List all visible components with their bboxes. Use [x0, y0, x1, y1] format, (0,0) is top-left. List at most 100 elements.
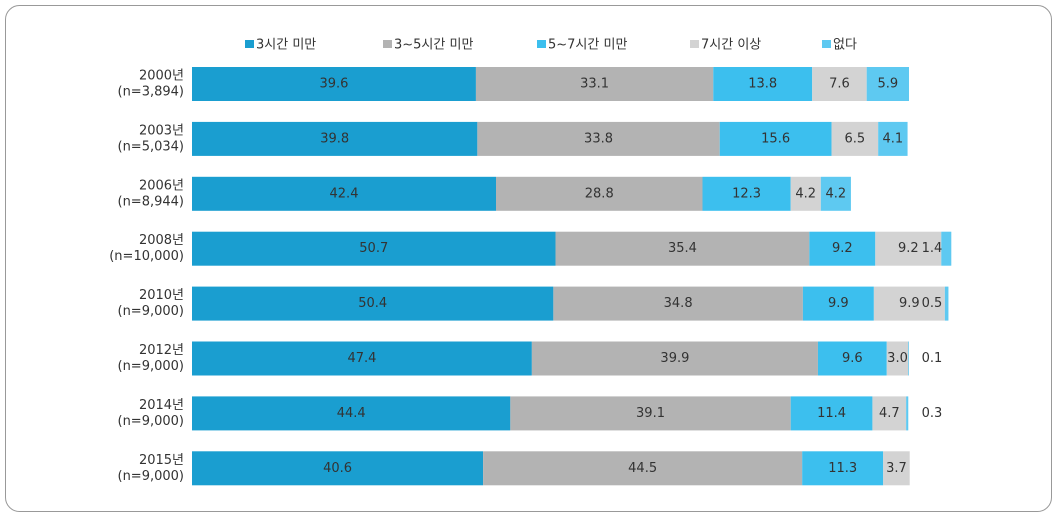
- bar-segment: [809, 231, 876, 266]
- bar-segment: [192, 286, 554, 321]
- bar-segment: [944, 286, 949, 321]
- bar-segment: [477, 121, 720, 156]
- category-label: (n=5,034): [118, 139, 185, 154]
- bar-segment: [802, 286, 874, 321]
- category-label: 2008년: [139, 233, 184, 248]
- value-label: 6.5: [845, 131, 866, 146]
- value-label: 33.8: [584, 131, 613, 146]
- bar-segment: [820, 176, 851, 211]
- bar-segment: [702, 176, 791, 211]
- legend-swatch: [690, 40, 699, 48]
- bar-segment: [192, 176, 497, 211]
- category-label: (n=10,000): [109, 249, 184, 264]
- bar-segment: [831, 121, 879, 156]
- value-label: 44.4: [337, 406, 366, 421]
- category-label: (n=3,894): [118, 85, 185, 100]
- category-label: 2010년: [139, 288, 184, 303]
- bar-segment: [719, 121, 832, 156]
- bar-segment: [802, 451, 884, 486]
- value-label: 3.7: [886, 461, 907, 476]
- value-label: 0.1: [922, 351, 943, 366]
- category-label: (n=9,000): [118, 469, 185, 484]
- bar-segment: [192, 341, 532, 376]
- legend-label: 5~7시간 미만: [548, 38, 627, 53]
- value-label: 9.6: [842, 351, 863, 366]
- bar-segment: [812, 67, 867, 101]
- bar-segment: [886, 341, 909, 376]
- value-label: 9.2: [898, 241, 919, 256]
- category-label: (n=9,000): [118, 359, 185, 374]
- value-label: 0.5: [922, 296, 943, 311]
- bar-segment: [510, 396, 791, 431]
- bar-segment: [483, 451, 803, 486]
- value-label: 28.8: [585, 186, 614, 201]
- bar-segment: [496, 176, 703, 211]
- value-label: 40.6: [323, 461, 352, 476]
- value-label: 7.6: [829, 77, 850, 92]
- value-label: 33.1: [580, 77, 609, 92]
- value-label: 9.9: [828, 296, 849, 311]
- value-label: 4.7: [879, 406, 900, 421]
- bar-segment: [555, 231, 810, 266]
- category-label: (n=8,944): [118, 194, 185, 209]
- value-label: 11.3: [828, 461, 857, 476]
- bar-segment: [908, 341, 909, 376]
- category-label: 2003년: [139, 123, 184, 138]
- value-label: 42.4: [330, 186, 359, 201]
- value-label: 4.1: [883, 131, 904, 146]
- bar-segment: [906, 396, 909, 431]
- legend-swatch: [383, 40, 392, 48]
- bar-segment: [192, 451, 484, 486]
- bar-segment: [553, 286, 803, 321]
- value-label: 39.1: [636, 406, 665, 421]
- bar-segment: [475, 67, 714, 101]
- bar-segment: [872, 396, 907, 431]
- legend-label: 7시간 이상: [701, 38, 761, 53]
- bar-segment: [878, 121, 908, 156]
- bar-segment: [941, 231, 952, 266]
- value-label: 47.4: [347, 351, 376, 366]
- value-label: 44.5: [628, 461, 657, 476]
- bar-segment: [873, 286, 945, 321]
- value-label: 4.2: [826, 186, 847, 201]
- value-label: 9.9: [899, 296, 920, 311]
- value-label: 39.9: [660, 351, 689, 366]
- bar-segment: [883, 451, 910, 486]
- value-label: 35.4: [668, 241, 697, 256]
- category-label: 2012년: [139, 343, 184, 358]
- bar-segment: [192, 121, 478, 156]
- bar-segment: [192, 231, 556, 266]
- value-label: 50.4: [358, 296, 387, 311]
- value-label: 13.8: [748, 77, 777, 92]
- category-label: 2006년: [139, 178, 184, 193]
- legend-label: 3~5시간 미만: [394, 38, 473, 53]
- legend-label: 3시간 미만: [256, 38, 316, 53]
- category-label: (n=9,000): [118, 304, 185, 319]
- value-label: 12.3: [732, 186, 761, 201]
- category-label: 2000년: [139, 69, 184, 84]
- bar-segment: [790, 396, 873, 431]
- value-label: 3.0: [887, 351, 908, 366]
- value-label: 39.6: [319, 77, 348, 92]
- bar-segment: [790, 176, 821, 211]
- legend-swatch: [822, 40, 831, 48]
- value-label: 39.8: [320, 131, 349, 146]
- bar-segment: [531, 341, 818, 376]
- bar-segment: [866, 67, 909, 101]
- value-label: 5.9: [878, 77, 899, 92]
- value-label: 50.7: [359, 241, 388, 256]
- value-label: 34.8: [664, 296, 693, 311]
- bar-segment: [875, 231, 942, 266]
- bar-segment: [192, 67, 476, 101]
- value-label: 4.2: [795, 186, 816, 201]
- value-label: 11.4: [817, 406, 846, 421]
- legend-swatch: [537, 40, 546, 48]
- value-label: 9.2: [832, 241, 853, 256]
- category-label: (n=9,000): [118, 414, 185, 429]
- category-label: 2014년: [139, 398, 184, 413]
- bar-segment: [817, 341, 887, 376]
- value-label: 15.6: [761, 131, 790, 146]
- category-label: 2015년: [139, 453, 184, 468]
- legend-label: 없다: [833, 38, 857, 53]
